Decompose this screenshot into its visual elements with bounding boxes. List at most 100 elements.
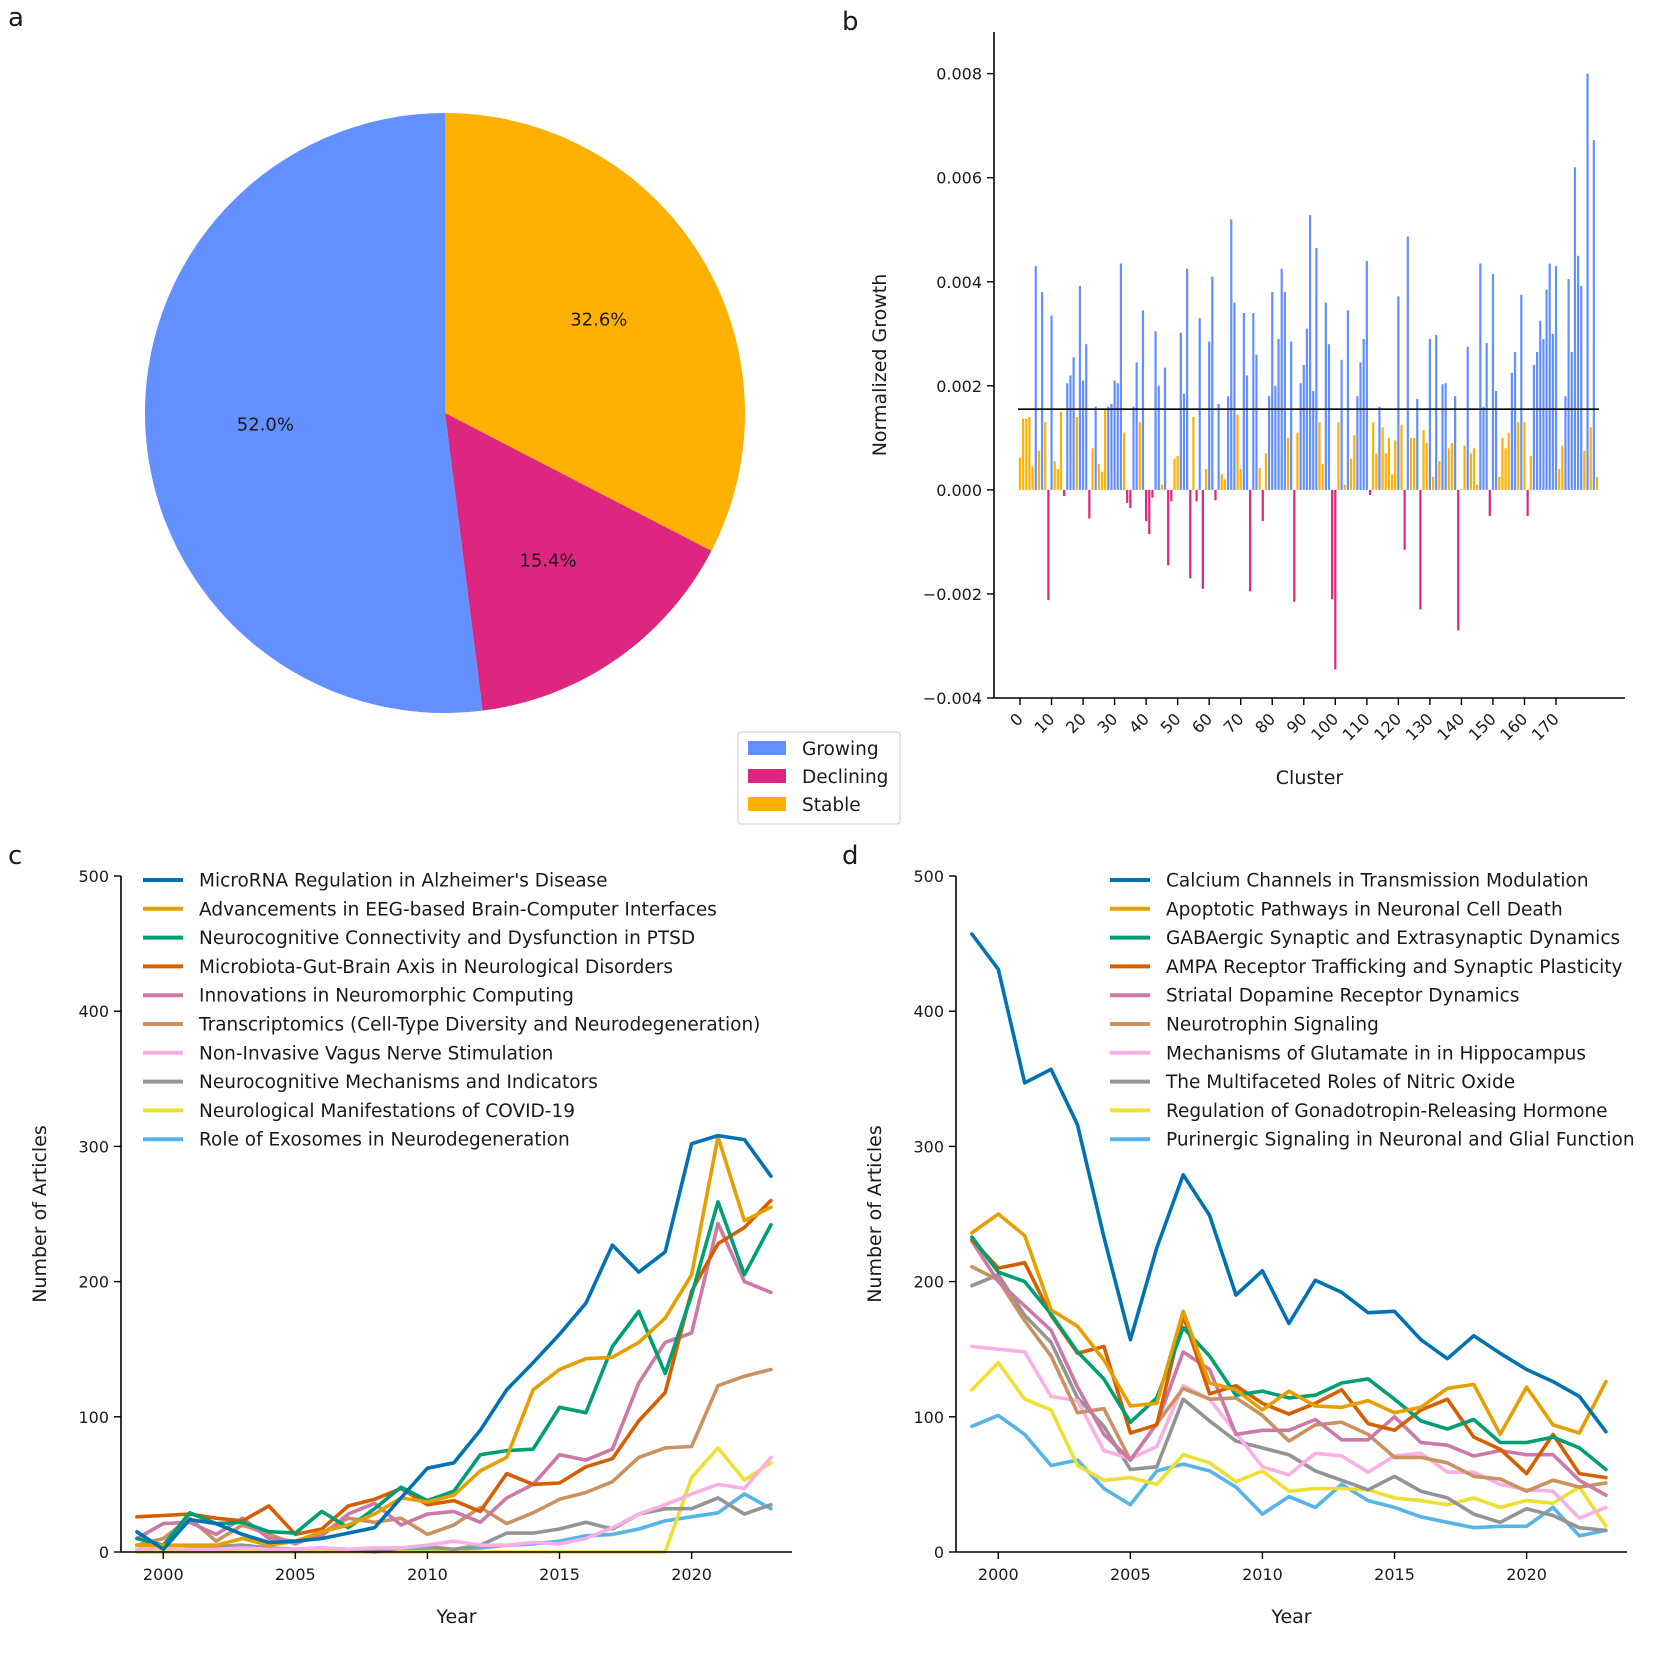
bar-cluster-47 <box>1167 489 1170 566</box>
bar-cluster-153 <box>1501 437 1504 490</box>
x-tick-label: 2000 <box>143 1565 184 1584</box>
pie-slice-growing <box>144 113 483 713</box>
y-tick-label: −0.002 <box>923 585 982 604</box>
x-tick-label: 2005 <box>275 1565 316 1584</box>
bar-cluster-92 <box>1308 215 1312 490</box>
legend-label-neurological-manifestations-of-covid-19: Neurological Manifestations of COVID-19 <box>199 1101 575 1122</box>
bar-cluster-140 <box>1460 488 1463 490</box>
bar-cluster-2 <box>1025 418 1028 490</box>
bar-cluster-98 <box>1327 344 1331 490</box>
series-line-purinergic-signaling-in-neuronal-and-glial-function <box>970 1413 1608 1538</box>
bar-cluster-40 <box>1145 489 1148 522</box>
x-tick-label: 20 <box>1062 709 1090 737</box>
bar-cluster-129 <box>1425 443 1428 490</box>
bar-cluster-30 <box>1113 380 1116 490</box>
bar-cluster-59 <box>1204 469 1208 490</box>
bar-cluster-10 <box>1050 315 1053 490</box>
bar-cluster-74 <box>1252 312 1255 490</box>
bar-cluster-148 <box>1485 343 1488 490</box>
bar-cluster-172 <box>1561 445 1564 490</box>
pie-label-stable: 32.6% <box>570 309 627 330</box>
bar-cluster-100 <box>1334 489 1337 670</box>
bar-cluster-176 <box>1573 167 1577 490</box>
y-tick-label: 200 <box>913 1273 944 1292</box>
bar-cluster-39 <box>1141 310 1145 490</box>
bar-cluster-61 <box>1211 276 1214 490</box>
bar-cluster-53 <box>1186 268 1189 490</box>
series-line-innovations-in-neuromorphic-computing <box>135 1221 773 1543</box>
y-tick-label: 100 <box>913 1408 944 1427</box>
bar-cluster-126 <box>1416 398 1419 490</box>
bar-cluster-67 <box>1230 219 1233 490</box>
x-tick-label: 30 <box>1094 709 1122 737</box>
bar-cluster-34 <box>1126 489 1129 503</box>
bar-cluster-154 <box>1504 448 1507 490</box>
x-tick-label: 2015 <box>539 1565 580 1584</box>
x-tick-label: 2010 <box>407 1565 448 1584</box>
bar-cluster-174 <box>1567 279 1570 490</box>
legend-label-transcriptomics-cell-type-diversity-and-neurodegeneration: Transcriptomics (Cell-Type Diversity and… <box>198 1015 760 1036</box>
x-tick-label: 80 <box>1251 709 1279 737</box>
bar-cluster-120 <box>1397 296 1400 490</box>
bar-cluster-58 <box>1201 489 1204 589</box>
legend-label-neurocognitive-mechanisms-and-indicators: Neurocognitive Mechanisms and Indicators <box>199 1072 598 1093</box>
y-tick-label: 0.000 <box>936 481 982 500</box>
bar-cluster-3 <box>1028 417 1031 490</box>
bar-cluster-150 <box>1491 273 1495 490</box>
bar-cluster-70 <box>1239 469 1242 490</box>
bar-cluster-115 <box>1381 427 1384 490</box>
legend-label-calcium-channels-in-transmission-modulation: Calcium Channels in Transmission Modulat… <box>1166 871 1589 892</box>
bar-cluster-0 <box>1018 457 1022 490</box>
bar-cluster-16 <box>1069 375 1072 490</box>
bar-cluster-44 <box>1157 385 1160 490</box>
line-chart-growing: 0 100 200 300 400 500 2000 2005 2010 2015 2020 Year… <box>29 867 792 1628</box>
y-tick-label: 0.004 <box>936 273 982 292</box>
bar-cluster-97 <box>1324 302 1327 490</box>
x-tick-label: 60 <box>1188 709 1216 737</box>
bar-cluster-95 <box>1318 422 1321 490</box>
legend-label-neurotrophin-signaling: Neurotrophin Signaling <box>1166 1015 1379 1036</box>
pie-slice-declining <box>445 413 712 711</box>
y-tick-label: 500 <box>78 867 109 886</box>
bar-cluster-104 <box>1346 310 1350 490</box>
pie-legend: Growing Declining Stable <box>737 731 901 825</box>
bar-cluster-106 <box>1353 435 1356 490</box>
bar-cluster-170 <box>1554 266 1558 490</box>
bar-cluster-63 <box>1217 404 1220 490</box>
x-tick-label: 160 <box>1496 709 1531 744</box>
bar-cluster-183 <box>1595 476 1599 490</box>
bar-cluster-116 <box>1384 453 1387 490</box>
bar-cluster-163 <box>1532 365 1536 490</box>
bar-cluster-72 <box>1245 375 1249 490</box>
y-tick-label: 0.006 <box>936 169 982 188</box>
x-tick-label: 2020 <box>1506 1565 1547 1584</box>
series-line-neurotrophin-signaling <box>970 1264 1608 1493</box>
bar-cluster-22 <box>1088 489 1091 519</box>
x-tick-label: 110 <box>1339 709 1374 744</box>
bar-cluster-179 <box>1583 450 1586 490</box>
bar-cluster-50 <box>1176 456 1179 490</box>
x-tick-label: 2000 <box>978 1565 1019 1584</box>
bar-cluster-4 <box>1031 466 1034 490</box>
pie-label-growing: 52.0% <box>237 414 294 435</box>
bar-cluster-159 <box>1520 294 1523 490</box>
bar-cluster-157 <box>1513 351 1517 490</box>
legend-swatch-stable <box>748 797 786 811</box>
bar-cluster-143 <box>1469 453 1472 490</box>
bar-cluster-102 <box>1340 359 1343 490</box>
y-axis-title: Number of Articles <box>29 1125 51 1303</box>
pie-label-declining: 15.4% <box>519 551 576 572</box>
bar-cluster-138 <box>1454 396 1457 490</box>
bar-cluster-43 <box>1154 331 1157 490</box>
bar-cluster-169 <box>1551 333 1554 490</box>
bar-cluster-133 <box>1438 461 1441 490</box>
bar-cluster-94 <box>1315 247 1318 490</box>
bar-cluster-76 <box>1258 468 1261 490</box>
series-line-advancements-in-eeg-based-brain-computer-interfaces <box>135 1135 773 1547</box>
bar-cluster-175 <box>1570 351 1573 490</box>
legend-label-apoptotic-pathways-in-neuronal-cell-death: Apoptotic Pathways in Neuronal Cell Deat… <box>1166 899 1563 920</box>
legend-label-role-of-exosomes-in-neurodegeneration: Role of Exosomes in Neurodegeneration <box>199 1130 570 1151</box>
bar-cluster-90 <box>1302 365 1305 490</box>
series-line-calcium-channels-in-transmission-modulation <box>970 932 1608 1434</box>
bar-cluster-124 <box>1409 437 1413 490</box>
